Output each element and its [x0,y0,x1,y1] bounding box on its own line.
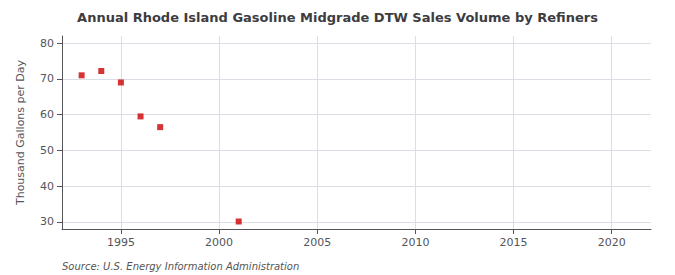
svg-text:2010: 2010 [401,236,429,249]
svg-text:30: 30 [40,215,54,228]
svg-text:80: 80 [40,37,54,50]
svg-text:70: 70 [40,72,54,85]
svg-text:Thousand Gallons per Day: Thousand Gallons per Day [14,59,27,206]
svg-text:Source: U.S. Energy Informatio: Source: U.S. Energy Information Administ… [62,261,299,272]
svg-text:2015: 2015 [500,236,528,249]
svg-text:2020: 2020 [598,236,626,249]
svg-text:2000: 2000 [205,236,233,249]
svg-text:50: 50 [40,144,54,157]
svg-text:40: 40 [40,180,54,193]
svg-text:60: 60 [40,108,54,121]
svg-text:2005: 2005 [303,236,331,249]
svg-text:1995: 1995 [107,236,135,249]
svg-text:Annual Rhode Island Gasoline M: Annual Rhode Island Gasoline Midgrade DT… [77,10,598,25]
